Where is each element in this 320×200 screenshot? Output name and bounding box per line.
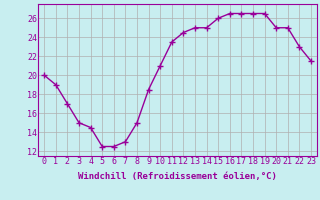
X-axis label: Windchill (Refroidissement éolien,°C): Windchill (Refroidissement éolien,°C) — [78, 172, 277, 181]
